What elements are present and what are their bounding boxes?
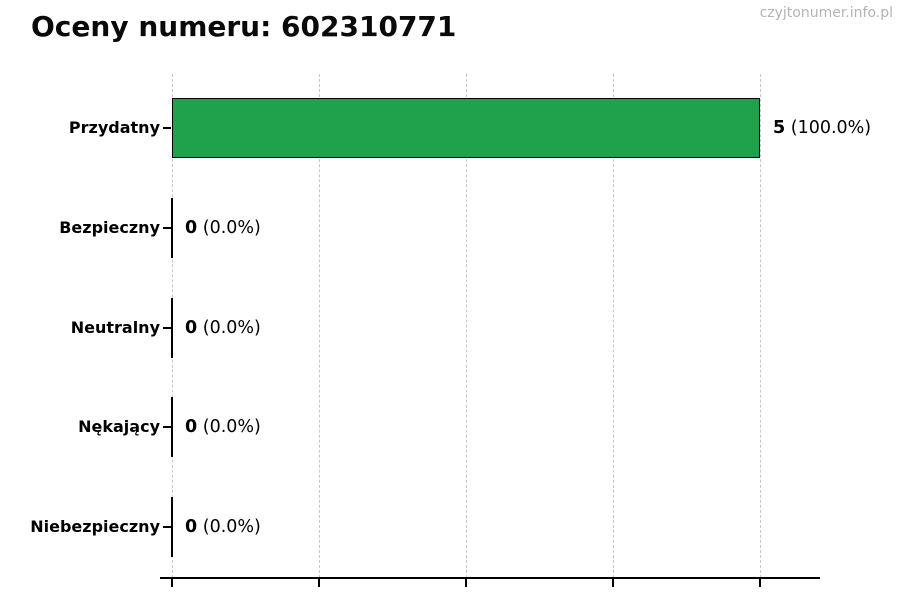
y-axis-tick: [163, 326, 171, 329]
x-axis-tick: [612, 579, 614, 587]
gridline: [466, 74, 467, 578]
zero-bar: [171, 397, 173, 458]
x-axis-tick: [171, 579, 173, 587]
value-label: 5 (100.0%): [773, 116, 871, 140]
value-label: 0 (0.0%): [185, 515, 261, 539]
bar: [172, 98, 760, 158]
value-percent: (0.0%): [197, 217, 261, 238]
category-label: Przydatny: [68, 118, 160, 137]
y-axis-tick: [163, 426, 171, 429]
value-count: 0: [185, 217, 198, 238]
x-axis-tick: [318, 579, 320, 587]
x-axis-tick: [759, 579, 761, 587]
y-axis-tick: [163, 526, 171, 528]
gridline: [319, 74, 320, 578]
zero-bar: [171, 497, 173, 557]
x-axis-tick: [465, 579, 467, 587]
value-label: 0 (0.0%): [185, 216, 261, 240]
value-count: 0: [185, 517, 198, 537]
category-label: Niebezpieczny: [30, 517, 160, 536]
category-label: Bezpieczny: [59, 217, 160, 237]
gridline: [760, 74, 761, 578]
value-percent: (0.0%): [197, 517, 261, 537]
zero-bar: [171, 197, 173, 258]
value-label: 0 (0.0%): [185, 415, 261, 439]
y-axis-tick: [163, 127, 171, 129]
value-count: 5: [773, 118, 786, 138]
zero-bar: [171, 297, 173, 358]
y-axis-tick: [163, 226, 171, 229]
x-axis-line: [160, 577, 820, 579]
value-percent: (0.0%): [197, 417, 261, 438]
value-count: 0: [185, 317, 198, 338]
value-label: 0 (0.0%): [185, 316, 261, 340]
value-percent: (0.0%): [197, 317, 261, 338]
gridline: [613, 74, 614, 578]
category-label: Nękający: [78, 417, 160, 437]
value-count: 0: [185, 417, 198, 438]
value-percent: (100.0%): [785, 118, 872, 138]
category-label: Neutralny: [70, 317, 160, 337]
watermark-text: czyjtonumer.info.pl: [759, 5, 893, 21]
chart-title: Oceny numeru: 602310771: [31, 10, 457, 43]
